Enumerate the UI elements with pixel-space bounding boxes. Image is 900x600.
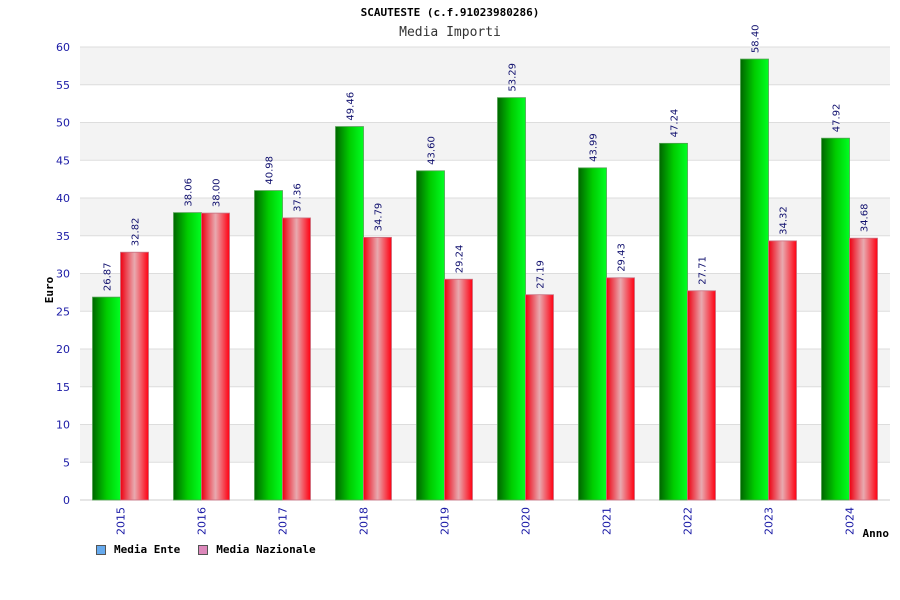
bar-nazionale [849, 237, 878, 501]
y-axis-ticks: 0 5 10 15 20 25 30 35 40 45 50 55 60 [56, 41, 70, 507]
bar-ente [173, 212, 202, 501]
legend-item-nazionale: Media Nazionale [198, 543, 316, 556]
bars: 26.87 32.82 38.06 38.00 40.98 37.36 49.46 34.79… [92, 24, 878, 501]
x-tick-label: 2024 [844, 507, 857, 535]
x-tick-label: 2018 [358, 507, 371, 535]
x-axis-label: Anno [863, 527, 890, 540]
bar-nazionale [444, 278, 473, 501]
bar-nazionale [606, 277, 635, 501]
data-label-nazionale: 32.82 [131, 218, 142, 247]
data-label-nazionale: 38.00 [212, 178, 223, 207]
data-label-nazionale: 34.32 [779, 206, 790, 235]
y-tick-label: 30 [56, 268, 70, 281]
legend-swatch-nazionale [198, 544, 209, 555]
bar-ente [335, 126, 364, 501]
legend-item-ente: Media Ente [96, 543, 180, 556]
data-label-nazionale: 27.71 [698, 256, 709, 285]
bar-ente [578, 167, 607, 501]
y-tick-label: 40 [56, 192, 70, 205]
y-tick-label: 35 [56, 230, 70, 243]
data-label-nazionale: 29.43 [617, 243, 628, 272]
data-label-ente: 49.46 [346, 92, 357, 121]
y-tick-label: 60 [56, 41, 70, 54]
data-label-ente: 43.60 [427, 136, 438, 165]
data-label-ente: 53.29 [508, 63, 519, 92]
y-tick-label: 15 [56, 381, 70, 394]
x-tick-label: 2020 [520, 507, 533, 535]
bar-ente [821, 137, 850, 501]
bar-ente [416, 170, 445, 501]
data-label-ente: 47.92 [832, 104, 843, 133]
y-tick-label: 20 [56, 343, 70, 356]
data-label-nazionale: 34.68 [860, 204, 871, 233]
x-tick-label: 2021 [601, 507, 614, 535]
x-tick-label: 2017 [277, 507, 290, 535]
data-label-ente: 43.99 [589, 133, 600, 162]
data-label-ente: 58.40 [751, 24, 762, 53]
bar-nazionale [525, 294, 554, 501]
bar-nazionale [687, 290, 716, 501]
bar-nazionale [201, 212, 230, 501]
data-label-nazionale: 27.19 [536, 260, 547, 289]
data-label-ente: 38.06 [184, 178, 195, 207]
bar-nazionale [768, 240, 797, 501]
data-label-ente: 40.98 [265, 156, 276, 185]
y-tick-label: 0 [63, 494, 70, 507]
chart-title: SCAUTESTE (c.f.91023980286) [360, 6, 540, 19]
x-tick-label: 2022 [682, 507, 695, 535]
legend-label-nazionale: Media Nazionale [216, 543, 316, 556]
x-tick-label: 2016 [196, 507, 209, 535]
y-axis-label: Euro [43, 276, 56, 303]
data-label-nazionale: 37.36 [293, 183, 304, 212]
data-label-nazionale: 29.24 [455, 245, 466, 274]
y-tick-label: 25 [56, 305, 70, 318]
bar-ente [92, 296, 121, 501]
y-tick-label: 5 [63, 456, 70, 469]
data-label-ente: 26.87 [103, 262, 114, 291]
y-tick-label: 55 [56, 79, 70, 92]
data-label-nazionale: 34.79 [374, 203, 385, 232]
legend-swatch-ente [96, 544, 106, 555]
bar-ente [254, 190, 283, 501]
y-tick-label: 45 [56, 154, 70, 167]
legend-label-ente: Media Ente [114, 543, 181, 556]
x-axis-ticks: 2015 2016 2017 2018 2019 2020 2021 2022 2023 2024 [115, 507, 857, 535]
x-tick-label: 2015 [115, 507, 128, 535]
chart-subtitle: Media Importi [399, 25, 501, 40]
x-tick-label: 2019 [439, 507, 452, 535]
bar-ente [497, 97, 526, 501]
y-tick-label: 10 [56, 419, 70, 432]
legend: Media Ente Media Nazionale [96, 543, 316, 556]
x-tick-label: 2023 [763, 507, 776, 535]
bar-nazionale [363, 236, 392, 501]
bar-nazionale [282, 217, 311, 501]
bar-ente [740, 58, 769, 501]
y-tick-label: 50 [56, 117, 70, 130]
data-label-ente: 47.24 [670, 109, 681, 138]
bar-nazionale [120, 251, 149, 501]
bar-ente [659, 142, 688, 501]
